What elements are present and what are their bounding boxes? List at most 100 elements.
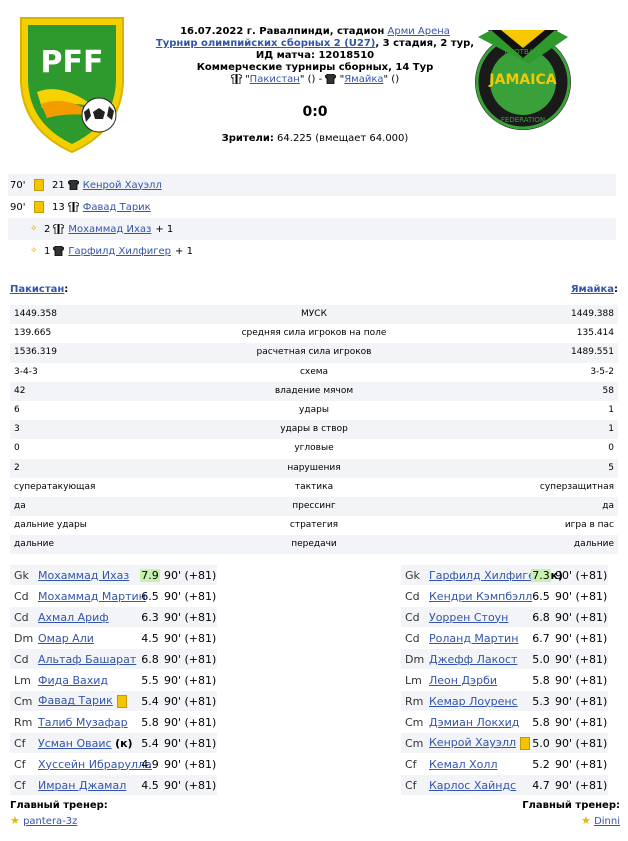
- event-player-link[interactable]: Фавад Тарик: [82, 201, 151, 213]
- home-team-logo[interactable]: PFF: [17, 12, 127, 155]
- spectators: Зрители: 64.225 (вмещает 64.000): [221, 133, 409, 144]
- match-header: PFF 16.07.2022 г. Равалпинди, стадион Ар…: [0, 0, 628, 165]
- away-coach-link[interactable]: Dinni: [594, 816, 620, 827]
- player-link[interactable]: Мохаммад Мартин: [38, 589, 146, 603]
- tournament-link[interactable]: Турнир олимпийских сборных 2 (U27): [155, 38, 376, 49]
- player-link[interactable]: Кемал Холл: [429, 757, 498, 771]
- stat-away: 0: [608, 443, 614, 454]
- player-position: Cf: [405, 757, 417, 771]
- player-minutes: 90' (+81): [164, 757, 217, 771]
- stat-away: 1489.551: [571, 347, 614, 358]
- stat-row: тактика суператакующая суперзащитная: [10, 478, 618, 497]
- stat-away: 1: [608, 404, 614, 415]
- player-row: Cf Кемал Холл 5.2 90' (+81): [401, 754, 608, 775]
- player-position: Gk: [14, 568, 29, 582]
- player-position: Cf: [405, 778, 417, 792]
- svg-text:FEDERATION: FEDERATION: [501, 116, 545, 124]
- player-link[interactable]: Мохаммад Ихаз: [38, 568, 130, 582]
- stat-row: передачи дальние дальние: [10, 535, 618, 555]
- stat-row: МУСК 1449.358 1449.388: [10, 305, 618, 325]
- stat-label: расчетная сила игроков: [256, 347, 372, 358]
- home-coach-link[interactable]: pantera-3z: [23, 816, 78, 827]
- away-team-header-link[interactable]: Ямайка: [570, 284, 614, 295]
- event-row: 90' 13 Фавад Тарик: [10, 201, 151, 213]
- stat-away: 1449.388: [571, 309, 614, 319]
- event-player-link[interactable]: Гарфилд Хилфигер: [68, 245, 172, 257]
- player-link[interactable]: Роланд Мартин: [429, 631, 519, 645]
- player-minutes: 90' (+81): [555, 673, 608, 687]
- stat-label: средняя сила игроков на поле: [241, 328, 387, 339]
- player-row: Lm Леон Дэрби 5.8 90' (+81): [401, 670, 608, 691]
- stat-home: 1536.319: [14, 347, 57, 358]
- match-id: ИД матча: 12018510: [255, 50, 375, 61]
- player-link[interactable]: Фида Вахид: [38, 673, 109, 687]
- player-minutes: 90' (+81): [555, 589, 608, 603]
- away-team-logo[interactable]: JAMAICA FOOTBALL FEDERATION: [473, 22, 573, 142]
- player-row: Cd Мохаммад Мартин 6.5 90' (+81): [10, 586, 217, 607]
- assist-icon: ✧: [30, 224, 38, 234]
- stat-home: дальние: [14, 539, 55, 550]
- home-team-header-link[interactable]: Пакистан: [10, 284, 65, 295]
- player-position: Cf: [14, 736, 26, 750]
- player-position: Rm: [405, 694, 424, 708]
- player-minutes: 90' (+81): [164, 778, 217, 792]
- stat-label: схема: [299, 366, 329, 377]
- stat-label: угловые: [294, 443, 334, 454]
- player-position: Gk: [405, 568, 420, 582]
- yellow-card-icon: [34, 179, 44, 191]
- player-row: Dm Джефф Лакост 5.0 90' (+81): [401, 649, 608, 670]
- stadium-link[interactable]: Арми Арена: [387, 26, 450, 37]
- stat-away: 58: [602, 385, 614, 396]
- player-link[interactable]: Альтаф Башарат: [38, 652, 137, 666]
- player-link[interactable]: Леон Дэрби: [429, 673, 498, 687]
- player-link[interactable]: Кемар Лоуренс: [429, 694, 518, 708]
- player-link[interactable]: Гарфилд Хилфигер: [429, 568, 542, 582]
- player-rating: 5.8: [532, 673, 550, 687]
- home-shirt-icon: [230, 73, 243, 85]
- away-team-link[interactable]: Ямайка: [344, 74, 384, 85]
- player-link[interactable]: Хуссейн Ибрарулла: [38, 757, 152, 771]
- player-rating: 6.8: [532, 610, 550, 624]
- player-link[interactable]: Фавад Тарик: [38, 694, 113, 708]
- player-link[interactable]: Кендри Кэмпбэлл: [429, 589, 533, 603]
- player-row: Gk Мохаммад Ихаз 7.9 90' (+81): [10, 565, 217, 586]
- stat-label: прессинг: [292, 500, 336, 511]
- player-row: Cf Усман Оваис (к) 5.4 90' (+81): [10, 733, 217, 754]
- player-link[interactable]: Ахмал Ариф: [38, 610, 109, 624]
- home-team-link[interactable]: Пакистан: [249, 74, 300, 85]
- stat-label: владение мячом: [274, 385, 354, 396]
- player-link[interactable]: Омар Али: [38, 631, 94, 645]
- player-row: Cf Имран Джамал 4.5 90' (+81): [10, 775, 217, 796]
- stat-label: передачи: [291, 539, 337, 550]
- player-minutes: 90' (+81): [555, 757, 608, 771]
- stat-row: владение мячом 42 58: [10, 381, 618, 401]
- stat-home: 3: [14, 424, 20, 435]
- home-coach: Главный тренер: ★ pantera-3z: [10, 800, 108, 827]
- player-minutes: 90' (+81): [555, 631, 608, 645]
- player-link[interactable]: Дэмиан Локхид: [429, 715, 520, 729]
- player-link[interactable]: Карлос Хайндс: [429, 778, 517, 792]
- player-position: Cf: [14, 778, 26, 792]
- stat-away: 135.414: [576, 328, 614, 339]
- player-minutes: 90' (+81): [555, 715, 608, 729]
- star-icon: ★: [10, 814, 20, 827]
- player-link[interactable]: Талиб Музафар: [38, 715, 128, 729]
- player-link[interactable]: Джефф Лакост: [429, 652, 518, 666]
- svg-text:PFF: PFF: [41, 45, 104, 80]
- stat-home: да: [14, 500, 26, 511]
- player-link[interactable]: Имран Джамал: [38, 778, 127, 792]
- event-player-link[interactable]: Кенрой Хауэлл: [82, 179, 162, 191]
- yellow-card-icon: [34, 201, 44, 213]
- player-position: Cd: [14, 652, 29, 666]
- event-player-link[interactable]: Мохаммад Ихаз: [68, 223, 152, 235]
- player-rating: 5.4: [141, 736, 159, 750]
- player-row: Cf Карлос Хайндс 4.7 90' (+81): [401, 775, 608, 796]
- player-row: Rm Кемар Лоуренс 5.3 90' (+81): [401, 691, 608, 712]
- player-link[interactable]: Уоррен Стоун: [429, 610, 509, 624]
- teams-line: "Пакистан" () - "Ямайка" (): [150, 73, 480, 86]
- player-rating: 4.7: [532, 778, 550, 792]
- stat-home: 3-4-3: [14, 366, 38, 377]
- player-rating: 4.5: [141, 631, 159, 645]
- player-link[interactable]: Усман Оваис: [38, 736, 112, 750]
- player-link[interactable]: Кенрой Хауэлл: [429, 736, 517, 750]
